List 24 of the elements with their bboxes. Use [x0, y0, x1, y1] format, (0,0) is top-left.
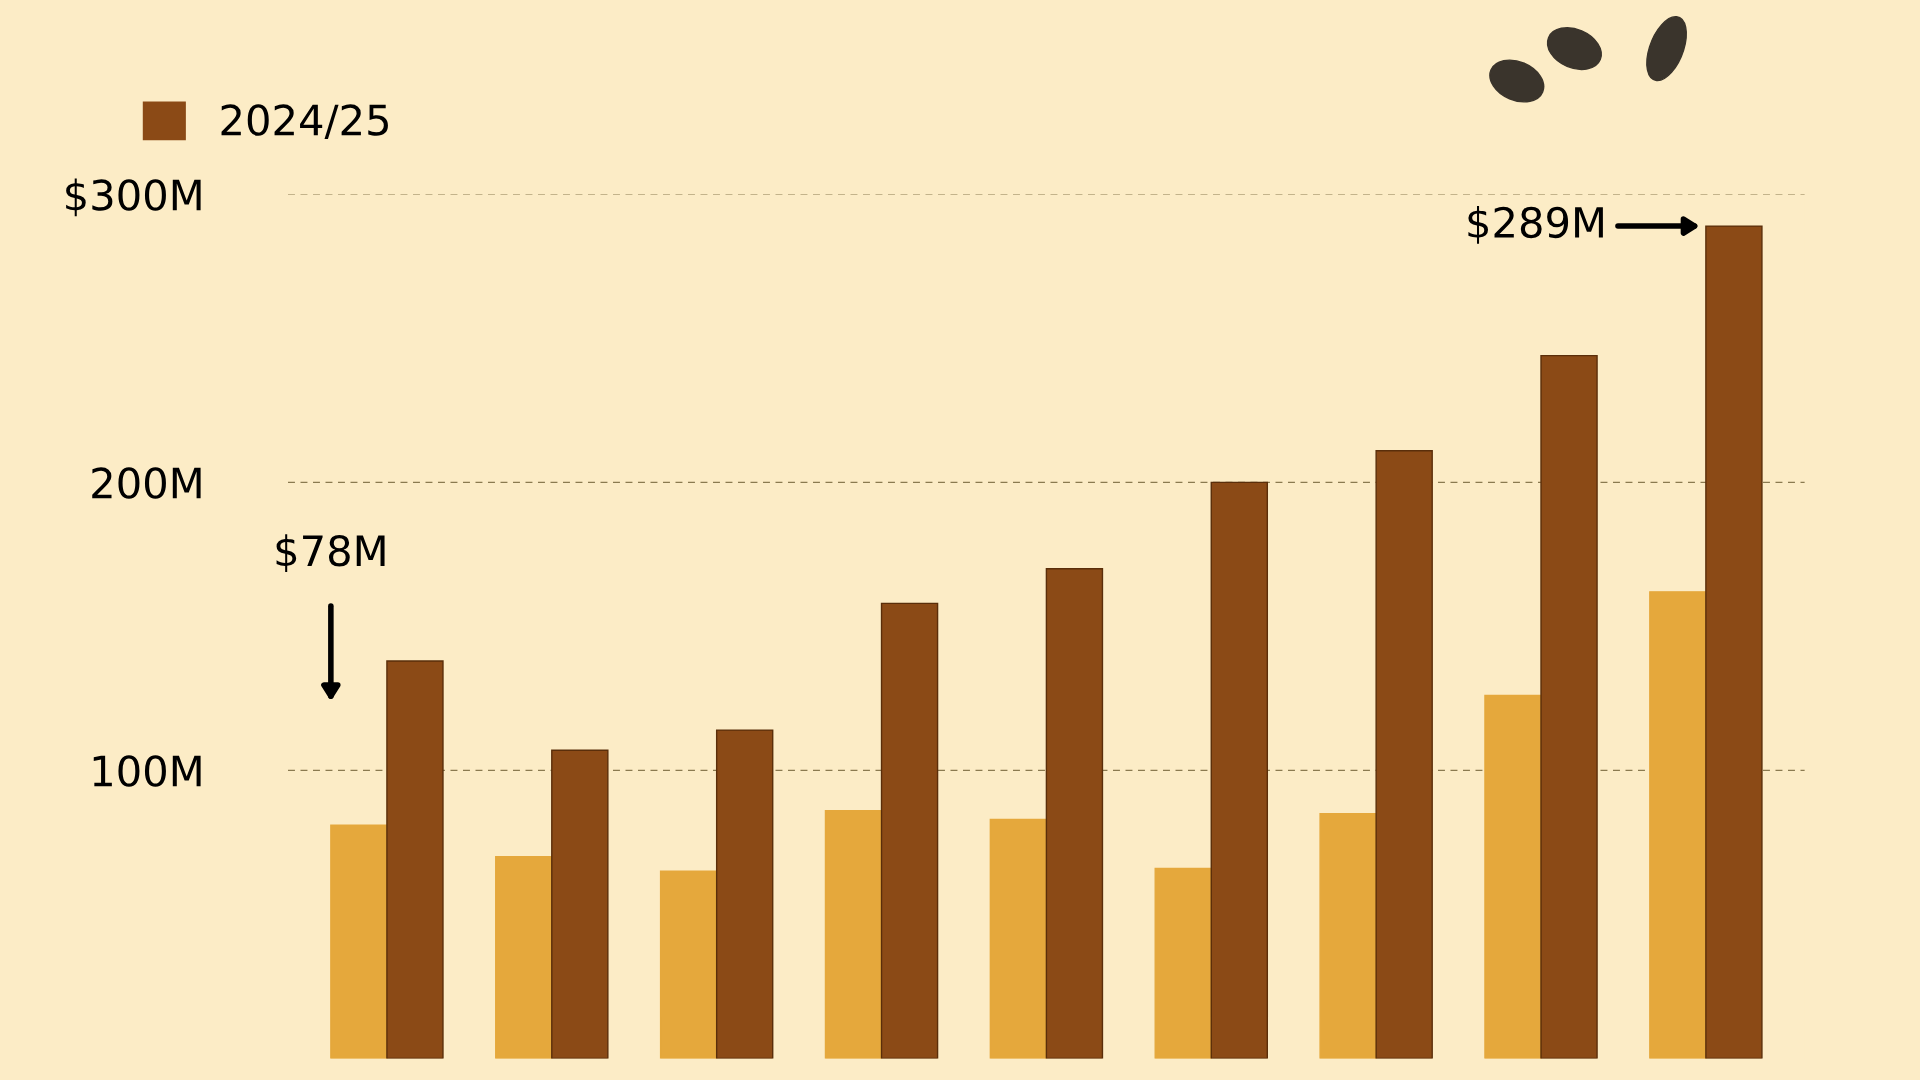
y-tick-label: $300M — [66, 178, 201, 217]
bar — [1154, 867, 1212, 1059]
bar — [1705, 225, 1763, 1059]
legend-label: 2024/25 — [221, 104, 388, 140]
bar — [1319, 812, 1377, 1059]
bar — [659, 870, 718, 1059]
bar — [1375, 450, 1433, 1059]
y-tick-label: 200M — [92, 467, 201, 499]
y-tick-label: 100M — [93, 755, 201, 787]
bar — [989, 818, 1048, 1059]
bar — [880, 602, 939, 1059]
bar — [715, 729, 774, 1059]
bar — [551, 749, 609, 1059]
annotation: $78M — [276, 534, 385, 573]
bar — [1484, 694, 1542, 1059]
bar — [1210, 481, 1269, 1059]
bar — [824, 810, 883, 1059]
bar — [1045, 568, 1104, 1059]
bar — [330, 824, 388, 1059]
bar — [386, 660, 444, 1059]
bar — [495, 856, 553, 1059]
annotation: $289M — [1468, 205, 1603, 244]
bar — [1649, 591, 1707, 1059]
bar — [1540, 354, 1598, 1059]
